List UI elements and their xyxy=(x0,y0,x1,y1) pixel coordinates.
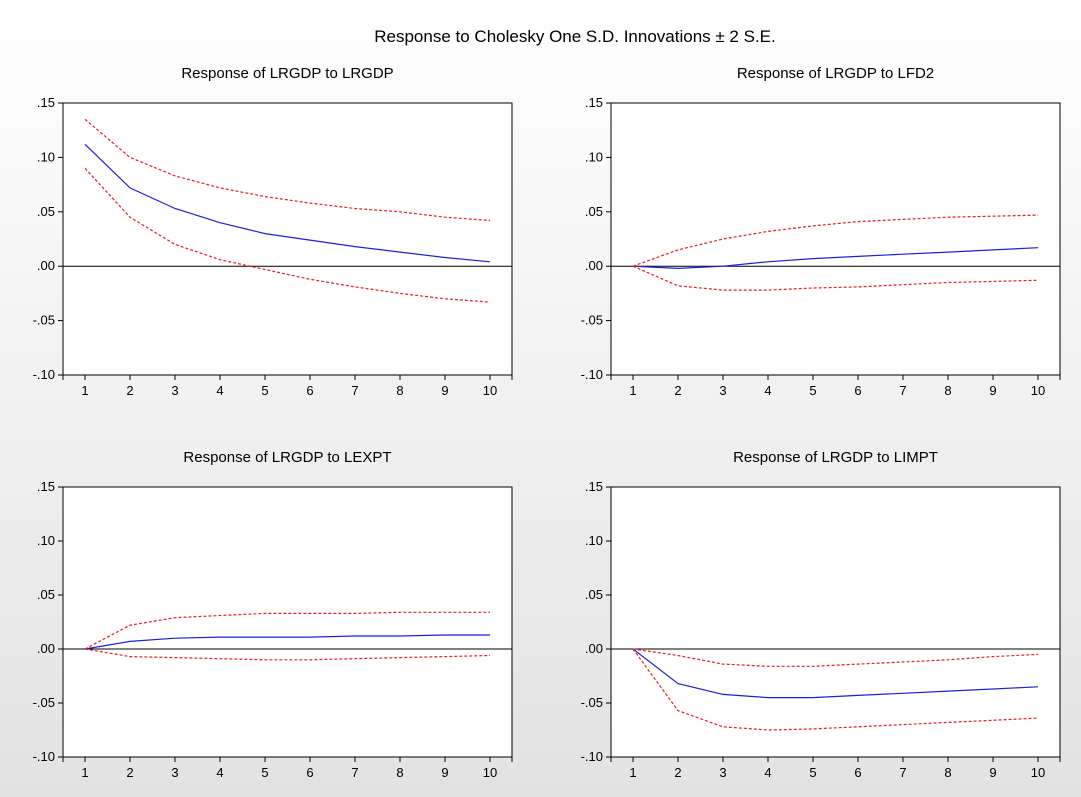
x-tick-label: 9 xyxy=(989,765,996,780)
x-tick-label: 5 xyxy=(261,765,268,780)
x-tick-label: 10 xyxy=(1031,383,1045,398)
x-tick-label: 9 xyxy=(441,383,448,398)
x-tick-label: 7 xyxy=(351,383,358,398)
chart-panel-4: Response of LRGDP to LIMPT .15 .10 .05 .00 -.… xyxy=(581,449,1061,780)
x-tick-label: 8 xyxy=(944,765,951,780)
response-line xyxy=(632,247,1039,270)
response-line xyxy=(84,143,491,263)
chart-panels: Response of LRGDP to LRGDP .15 .10 .05 .00 -.… xyxy=(33,65,1061,780)
x-tick-label: 3 xyxy=(719,383,726,398)
x-tick-label: 8 xyxy=(944,383,951,398)
x-tick-label: 5 xyxy=(809,383,816,398)
y-tick-label: -.05 xyxy=(33,313,55,328)
x-tick-label: 7 xyxy=(899,383,906,398)
x-tick-label: 7 xyxy=(899,765,906,780)
upper-band-line xyxy=(632,214,1039,267)
x-tick-label: 4 xyxy=(216,765,223,780)
y-tick-label: .05 xyxy=(37,587,55,602)
panel-title: Response of LRGDP to LEXPT xyxy=(183,449,391,466)
x-tick-label: 1 xyxy=(81,765,88,780)
x-tick-label: 5 xyxy=(809,765,816,780)
x-tick-label: 6 xyxy=(306,765,313,780)
chart-panel-3: Response of LRGDP to LEXPT .15 .10 .05 .00 -.… xyxy=(33,449,513,780)
lower-band-line xyxy=(632,648,1039,731)
plot-area xyxy=(610,102,1061,376)
y-tick-label: .10 xyxy=(585,149,603,164)
x-tick-label: 2 xyxy=(126,765,133,780)
x-tick-label: 8 xyxy=(396,383,403,398)
y-tick-label: -.05 xyxy=(581,695,603,710)
x-tick-label: 9 xyxy=(989,383,996,398)
lower-band-line xyxy=(84,167,491,303)
panel-title: Response of LRGDP to LIMPT xyxy=(733,449,938,466)
y-tick-label: .15 xyxy=(585,479,603,494)
x-tick-label: 6 xyxy=(306,383,313,398)
x-tick-label: 10 xyxy=(483,383,497,398)
y-tick-label: -.10 xyxy=(581,367,603,382)
lower-band-line xyxy=(632,265,1039,291)
x-tick-label: 2 xyxy=(674,765,681,780)
y-tick-label: .10 xyxy=(585,533,603,548)
y-tick-label: .05 xyxy=(585,587,603,602)
x-tick-label: 1 xyxy=(81,383,88,398)
x-tick-label: 3 xyxy=(719,765,726,780)
y-tick-label: .15 xyxy=(585,95,603,110)
y-tick-label: -.10 xyxy=(33,367,55,382)
panel-title: Response of LRGDP to LRGDP xyxy=(181,65,393,82)
x-tick-label: 2 xyxy=(126,383,133,398)
x-tick-label: 8 xyxy=(396,765,403,780)
plot-area xyxy=(610,486,1061,758)
x-tick-label: 6 xyxy=(854,383,861,398)
x-tick-label: 4 xyxy=(764,765,771,780)
x-tick-label: 4 xyxy=(216,383,223,398)
y-tick-label: .15 xyxy=(37,479,55,494)
figure-title: Response to Cholesky One S.D. Innovation… xyxy=(374,27,775,46)
y-tick-label: .10 xyxy=(37,149,55,164)
y-tick-label: .00 xyxy=(37,258,55,273)
chart-panel-2: Response of LRGDP to LFD2 .15 .10 .05 .00 -.0… xyxy=(581,65,1061,398)
x-tick-label: 2 xyxy=(674,383,681,398)
y-tick-label: .00 xyxy=(37,641,55,656)
y-tick-label: .00 xyxy=(585,641,603,656)
y-tick-label: .10 xyxy=(37,533,55,548)
x-tick-label: 4 xyxy=(764,383,771,398)
y-tick-label: .00 xyxy=(585,258,603,273)
response-line xyxy=(84,634,490,650)
y-tick-label: -.10 xyxy=(33,749,55,764)
y-tick-label: -.10 xyxy=(581,749,603,764)
y-tick-label: .15 xyxy=(37,95,55,110)
x-tick-label: 7 xyxy=(351,765,358,780)
y-tick-label: -.05 xyxy=(33,695,55,710)
x-tick-label: 9 xyxy=(441,765,448,780)
chart-panel-1: Response of LRGDP to LRGDP .15 .10 .05 .00 -.… xyxy=(33,65,513,398)
upper-band-line xyxy=(84,118,491,222)
x-tick-label: 10 xyxy=(1031,765,1045,780)
x-tick-label: 1 xyxy=(629,765,636,780)
x-tick-label: 5 xyxy=(261,383,268,398)
x-tick-label: 1 xyxy=(629,383,636,398)
plot-area xyxy=(62,102,513,376)
x-tick-label: 6 xyxy=(854,765,861,780)
response-line xyxy=(632,648,1039,699)
y-tick-label: .05 xyxy=(585,204,603,219)
panel-title: Response of LRGDP to LFD2 xyxy=(737,65,934,82)
x-tick-label: 10 xyxy=(483,765,497,780)
y-tick-label: -.05 xyxy=(581,313,603,328)
y-tick-label: .05 xyxy=(37,204,55,219)
x-tick-label: 3 xyxy=(171,765,178,780)
x-tick-label: 3 xyxy=(171,383,178,398)
plot-area xyxy=(62,486,513,758)
